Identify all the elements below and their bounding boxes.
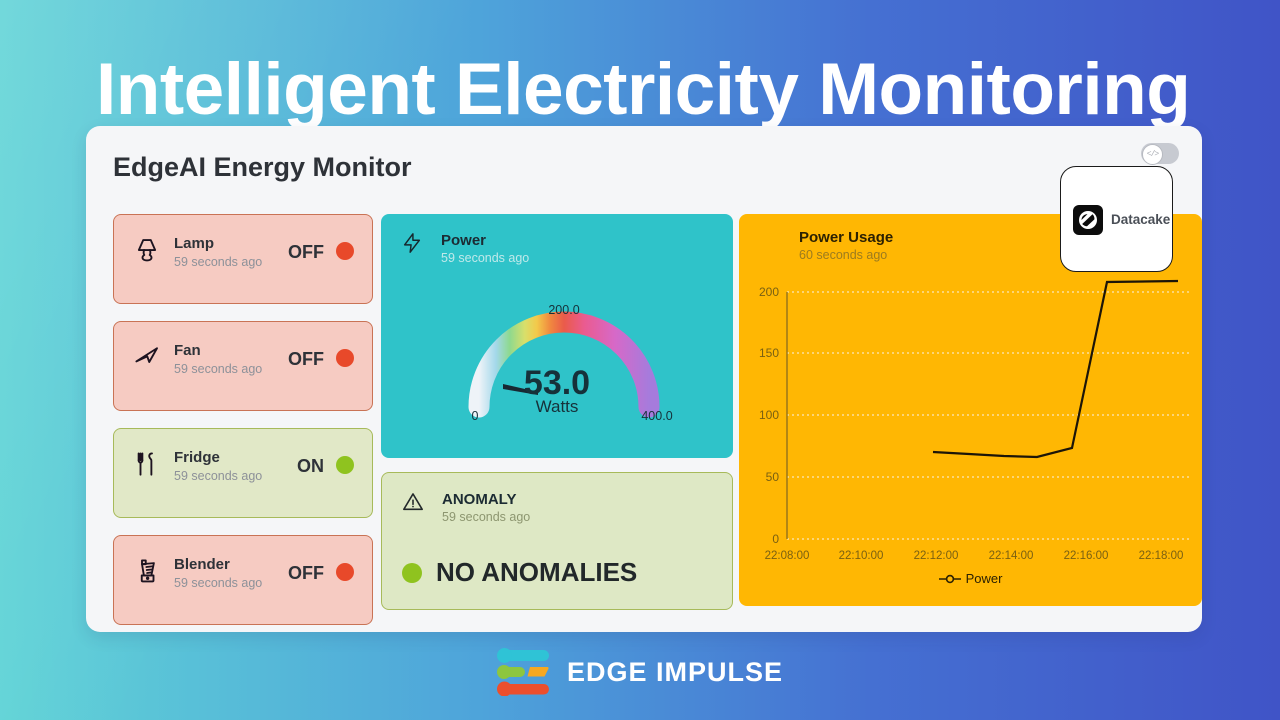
svg-text:22:16:00: 22:16:00	[1064, 550, 1109, 562]
svg-text:200.0: 200.0	[548, 303, 579, 317]
svg-text:50: 50	[766, 470, 780, 484]
svg-text:150: 150	[759, 346, 779, 360]
svg-text:22:12:00: 22:12:00	[914, 550, 959, 562]
svg-text:22:10:00: 22:10:00	[839, 550, 884, 562]
svg-text:22:08:00: 22:08:00	[765, 550, 810, 562]
svg-text:200: 200	[759, 285, 779, 299]
svg-text:22:18:00: 22:18:00	[1139, 550, 1184, 562]
svg-text:22:14:00: 22:14:00	[989, 550, 1034, 562]
svg-text:100: 100	[759, 408, 779, 422]
svg-text:0: 0	[772, 532, 779, 546]
